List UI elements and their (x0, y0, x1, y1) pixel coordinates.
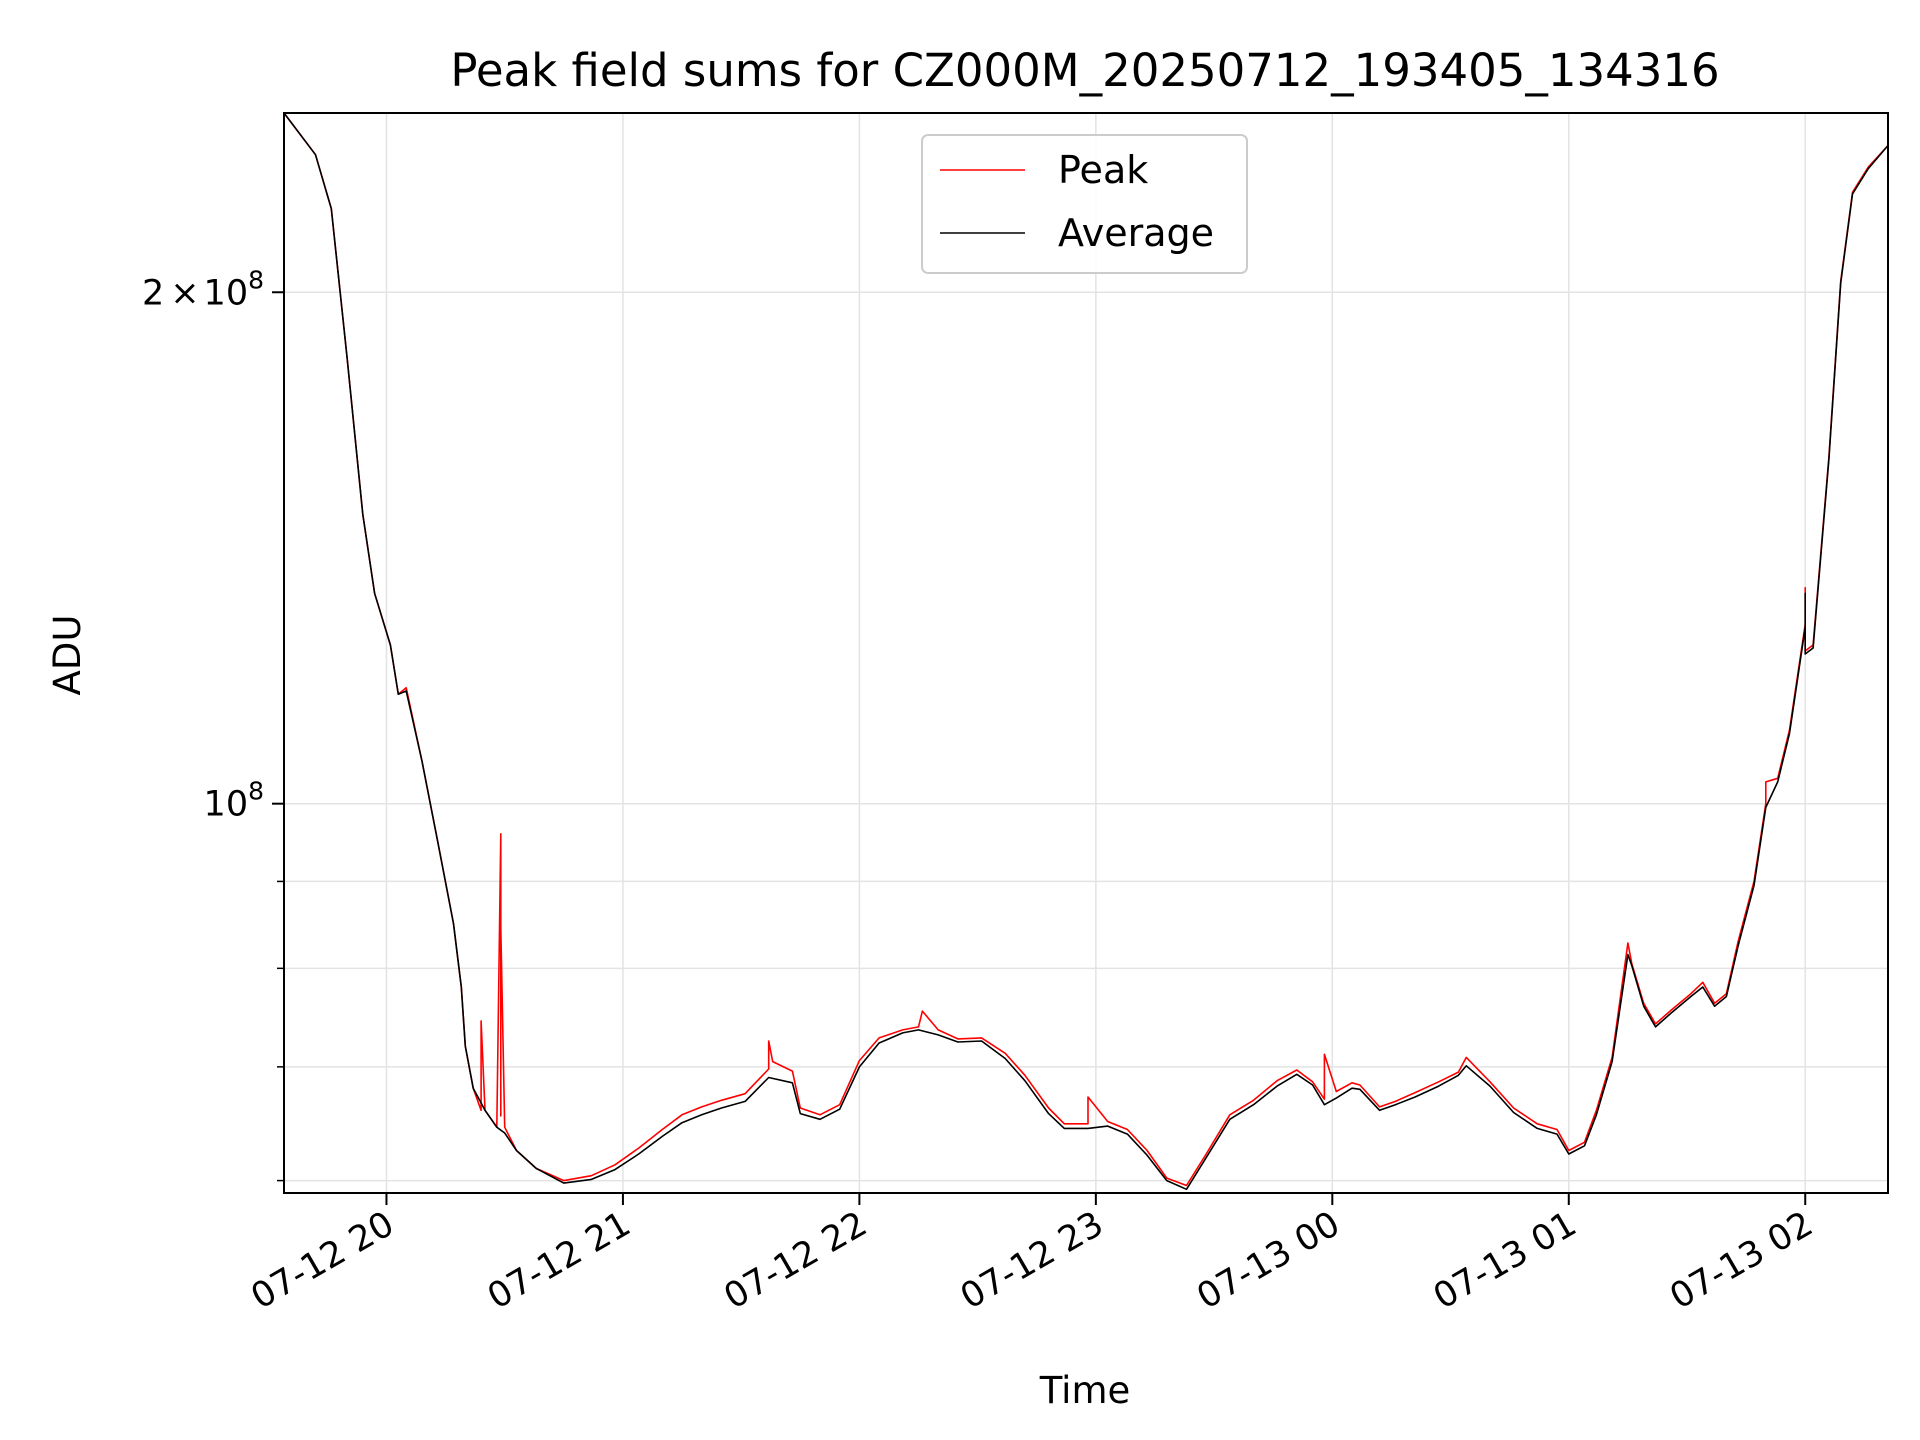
y-axis-label: ADU (46, 615, 89, 696)
series-layer (283, 112, 1889, 1191)
grid (284, 113, 1888, 1193)
series-line-average (283, 112, 1889, 1191)
legend: Peak Average (921, 134, 1248, 274)
chart-title: Peak field sums for CZ000M_20250712_1934… (450, 44, 1719, 97)
y-tick-label: 108 (204, 777, 264, 825)
x-axis-label: Time (1039, 1369, 1131, 1412)
plot-frame (283, 112, 1889, 1194)
y-axis: 108 2 × 108 (142, 265, 284, 1182)
legend-label-average: Average (1058, 211, 1214, 255)
y-tick-label: 2 × 108 (142, 265, 264, 313)
legend-label-peak: Peak (1058, 148, 1148, 192)
